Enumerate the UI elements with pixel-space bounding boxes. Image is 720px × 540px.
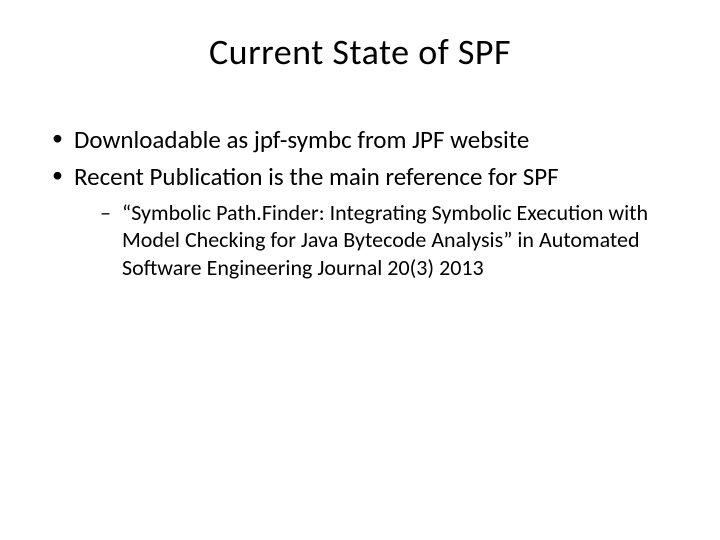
list-item: Downloadable as jpf-symbc from JPF websi…: [50, 124, 680, 155]
slide-container: Current State of SPF Downloadable as jpf…: [0, 0, 720, 540]
sub-bullet-text: “Symbolic Path.Finder: Integrating Symbo…: [122, 199, 648, 281]
bullet-text: Downloadable as jpf-symbc from JPF websi…: [74, 124, 529, 155]
bullet-list: Downloadable as jpf-symbc from JPF websi…: [40, 124, 680, 281]
sub-list-item: “Symbolic Path.Finder: Integrating Symbo…: [98, 199, 680, 282]
slide-title: Current State of SPF: [40, 30, 680, 74]
sub-bullet-list: “Symbolic Path.Finder: Integrating Symbo…: [74, 199, 680, 282]
bullet-text: Recent Publication is the main reference…: [74, 161, 559, 192]
list-item: Recent Publication is the main reference…: [50, 161, 680, 281]
